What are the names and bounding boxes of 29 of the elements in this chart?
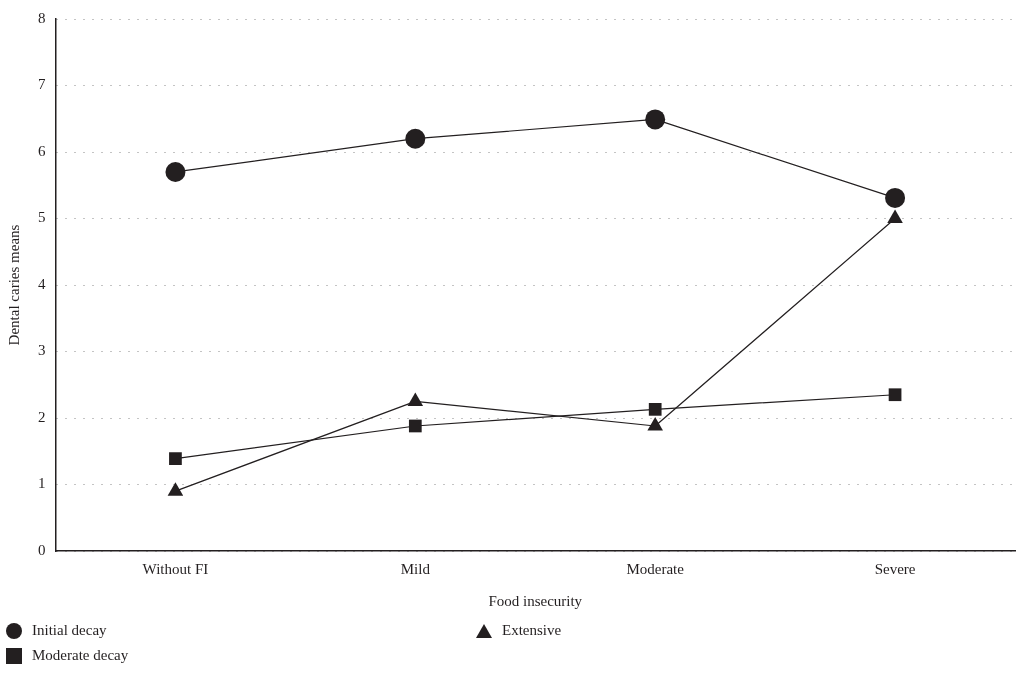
y-tick-label: 3 xyxy=(38,342,46,359)
point xyxy=(888,388,902,402)
point xyxy=(169,452,182,465)
point xyxy=(165,161,186,182)
y-tick-label: 8 xyxy=(38,9,46,26)
legend-label: Moderate decay xyxy=(32,647,129,664)
point xyxy=(405,128,426,149)
y-tick-label: 7 xyxy=(38,76,46,93)
x-axis-title: Food insecurity xyxy=(488,592,583,609)
point xyxy=(885,187,906,208)
point xyxy=(648,402,662,416)
x-tick-label: Mild xyxy=(400,560,431,577)
legend-label: Initial decay xyxy=(32,622,107,639)
y-axis-title: Dental caries means xyxy=(5,224,22,346)
y-tick-label: 0 xyxy=(38,541,46,558)
point xyxy=(408,419,422,433)
y-tick-label: 6 xyxy=(38,142,46,159)
point xyxy=(407,392,424,406)
point xyxy=(647,416,663,431)
y-tick-label: 1 xyxy=(38,475,46,492)
y-tick-label: 2 xyxy=(38,408,46,425)
point xyxy=(645,109,666,130)
x-tick-label: Without FI xyxy=(142,560,209,577)
legend-label: Extensive xyxy=(502,622,562,639)
x-tick-label: Moderate xyxy=(626,560,685,577)
y-tick-label: 5 xyxy=(38,209,46,226)
y-tick-label: 4 xyxy=(38,275,46,292)
point xyxy=(167,482,184,496)
x-tick-label: Severe xyxy=(874,560,916,577)
